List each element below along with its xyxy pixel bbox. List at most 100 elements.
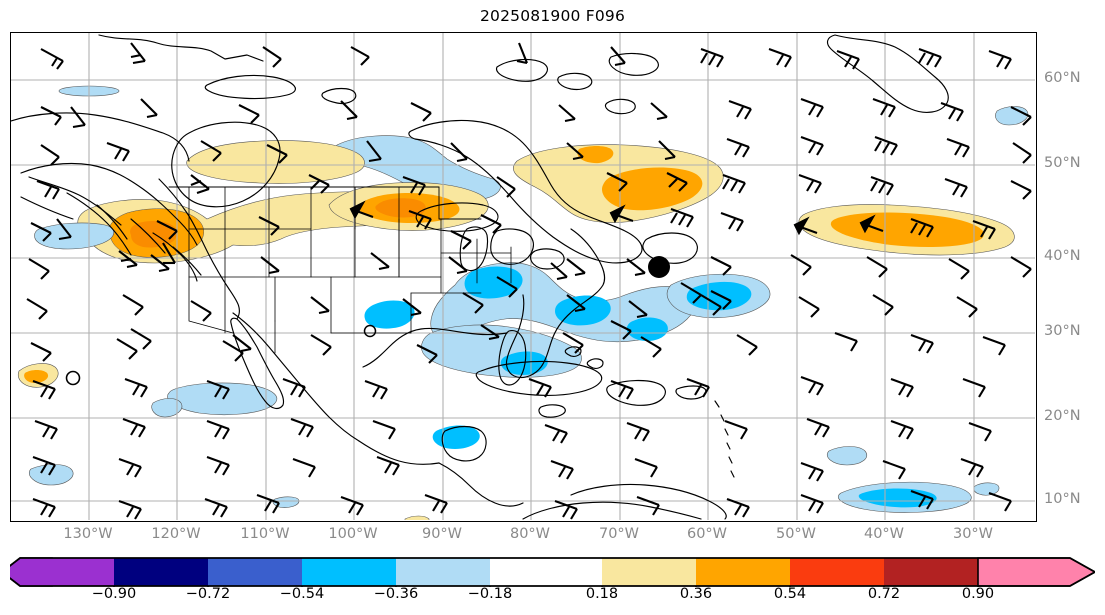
wind-barb [282, 378, 306, 398]
coast-mexico-west [232, 312, 360, 442]
wind-barb [448, 256, 468, 275]
contour-shading-layer [17, 85, 1029, 520]
map-canvas [11, 33, 1035, 520]
cb-seg-2 [208, 558, 302, 586]
page-title: 2025081900 F096 [479, 7, 626, 25]
colorbar[interactable] [0, 557, 1097, 591]
wind-barb [798, 296, 820, 318]
wind-barb [566, 142, 584, 161]
wind-barb [610, 380, 634, 400]
coast-alaska-main [20, 162, 198, 246]
wind-barb [554, 500, 578, 520]
map-plot-area[interactable] [10, 32, 1037, 522]
wind-barb [376, 456, 400, 476]
wind-barb [700, 48, 724, 68]
wind-barb [610, 46, 626, 67]
wind-barb [800, 376, 824, 396]
coast-arctic-islands-6 [604, 98, 636, 115]
wind-barb [206, 420, 230, 440]
wind-barb [944, 178, 968, 198]
wind-barb [728, 100, 752, 120]
lon-label-110w: 110°W [240, 526, 290, 542]
wind-barb [606, 172, 628, 192]
coast-us-east [505, 228, 606, 379]
coast-bahamas-1 [564, 346, 582, 357]
wind-barb [238, 104, 260, 124]
lat-label-10n: 10°N [1044, 491, 1081, 507]
shade-caribbean-cyan-1 [464, 266, 523, 299]
shade-pacific-blue-1 [34, 222, 115, 250]
coast-hispaniola [606, 379, 666, 406]
wind-barb [910, 334, 934, 354]
wind-barb [872, 98, 896, 118]
wind-barb [34, 420, 58, 440]
shade-antilles-blue-1 [827, 446, 867, 466]
wind-barb [790, 254, 812, 276]
wind-barb [130, 328, 152, 350]
cb-seg-8 [790, 558, 884, 586]
wind-barb [956, 296, 978, 318]
coast-alaska-detail-3 [96, 204, 128, 240]
coast-canada-labrador [408, 119, 643, 264]
coast-lesser-antilles-5 [728, 456, 733, 464]
lat-label-20n: 20°N [1044, 408, 1081, 424]
border-us-canada-east [438, 186, 482, 220]
wind-barb [28, 258, 50, 280]
cb-label-2: −0.54 [279, 586, 325, 602]
wind-barb [26, 298, 48, 320]
wind-barb [40, 144, 60, 166]
cb-label-4: −0.18 [467, 586, 513, 602]
wind-barb [768, 48, 792, 68]
lon-label-80w: 80°W [509, 526, 551, 542]
lat-label-60n: 60°N [1044, 70, 1081, 86]
wind-barb [736, 334, 758, 356]
lon-label-70w: 70°W [598, 526, 640, 542]
lon-label-130w: 130°W [63, 526, 113, 542]
wind-barb [416, 344, 438, 364]
wind-barb [496, 276, 518, 298]
wind-barb-pennant [349, 200, 374, 220]
wind-barb [640, 336, 662, 358]
cb-seg-0 [20, 558, 114, 586]
coast-canada-north [11, 112, 190, 162]
wind-barb [292, 458, 316, 478]
wind-barb [372, 420, 396, 440]
coast-alaska-aleutian [20, 196, 74, 220]
shade-ne-blue-small [995, 106, 1029, 126]
wind-barb [462, 292, 484, 314]
wind-barb [206, 456, 230, 476]
wind-barb [558, 104, 576, 123]
colorbar-segments [20, 558, 978, 586]
coast-great-lakes-huron-erie [490, 228, 534, 265]
wind-barb [480, 324, 500, 341]
coast-arctic-islands-5 [608, 52, 659, 76]
wind-barb [628, 300, 648, 319]
wind-barb [308, 174, 330, 194]
coast-lesser-antilles-3 [724, 428, 729, 436]
wind-barb [700, 294, 722, 316]
coast-gulf [362, 327, 508, 368]
wind-barb [566, 294, 586, 313]
wind-barb [918, 48, 942, 68]
coast-lesser-antilles-6 [730, 470, 735, 478]
coast-alaska-detail-2 [66, 192, 132, 256]
wind-barb [670, 208, 694, 228]
wind-barb [722, 174, 746, 194]
wind-barb [1010, 256, 1032, 278]
wind-barb [32, 380, 56, 400]
wind-barb [56, 218, 72, 241]
wind-barb [666, 172, 688, 192]
lat-label-30n: 30°N [1044, 323, 1081, 339]
wind-barb [340, 100, 358, 121]
wind-barb [122, 294, 144, 316]
wind-barb [550, 262, 568, 281]
gridlines-layer [11, 33, 1035, 520]
coast-us-west [158, 178, 240, 320]
wind-barb [232, 334, 252, 353]
lon-label-50w: 50°W [775, 526, 817, 542]
wind-barb [364, 380, 388, 400]
wind-barb [636, 496, 660, 516]
coast-lesser-antilles-2 [720, 414, 725, 422]
cb-seg-5 [490, 558, 602, 586]
wind-barb [370, 252, 390, 271]
